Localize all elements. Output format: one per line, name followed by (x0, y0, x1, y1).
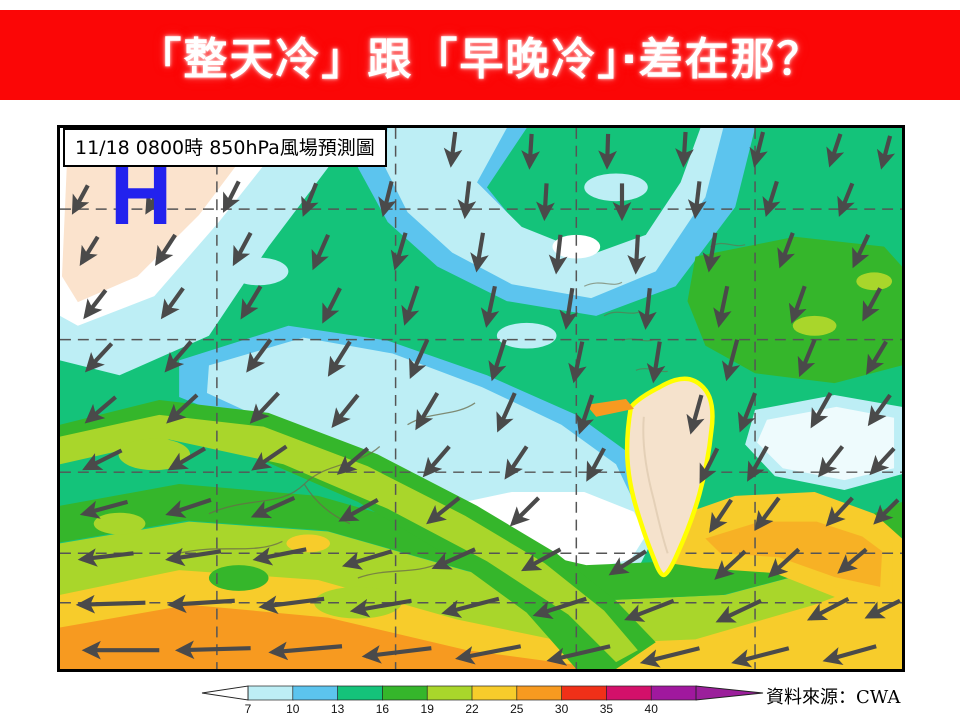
colorbar-bin (650, 685, 697, 701)
map-timestamp-label: 11/18 0800時 850hPa風場預測圖 (63, 128, 387, 167)
page-title: 「整天冷」跟「早晚冷」‧差在那？ (137, 34, 823, 85)
colorbar-under-arrow (201, 685, 249, 701)
colorbar-bin (247, 685, 294, 701)
colorbar-bin (516, 685, 563, 701)
colorbar-extend-arrows (201, 685, 764, 701)
colorbar-tick-label: 10 (286, 702, 300, 716)
wind-speed-colorbar: 7 10 13 16 19 22 25 30 35 40 (200, 684, 765, 716)
colorbar-tick-label: 16 (376, 702, 390, 716)
title-banner: 「整天冷」跟「早晚冷」‧差在那？ (0, 10, 960, 100)
colorbar-tick-labels: 7 10 13 16 19 22 25 30 35 40 (245, 702, 659, 716)
colorbar-tick-label: 19 (421, 702, 435, 716)
colorbar-bin (426, 685, 473, 701)
weather-map (57, 125, 905, 672)
source-credit: 資料來源：CWA (766, 687, 901, 708)
colorbar-tick-label: 25 (510, 702, 524, 716)
colorbar-tick-label: 30 (555, 702, 569, 716)
colorbar-bin (292, 685, 339, 701)
colorbar-bin (606, 685, 652, 701)
colorbar-tick-label: 35 (600, 702, 614, 716)
colorbar-tick-label: 7 (245, 702, 252, 716)
colorbar-tick-label: 40 (645, 702, 659, 716)
colorbar-over-arrow (695, 685, 764, 701)
colorbar-bin (337, 685, 384, 701)
colorbar-tick-label: 13 (331, 702, 345, 716)
colorbar-tick-label: 22 (465, 702, 479, 716)
colorbar-bin (561, 685, 608, 701)
map-canvas (60, 128, 902, 669)
colorbar-bin (382, 685, 428, 701)
colorbar-bins (247, 685, 697, 701)
colorbar-bin (471, 685, 518, 701)
